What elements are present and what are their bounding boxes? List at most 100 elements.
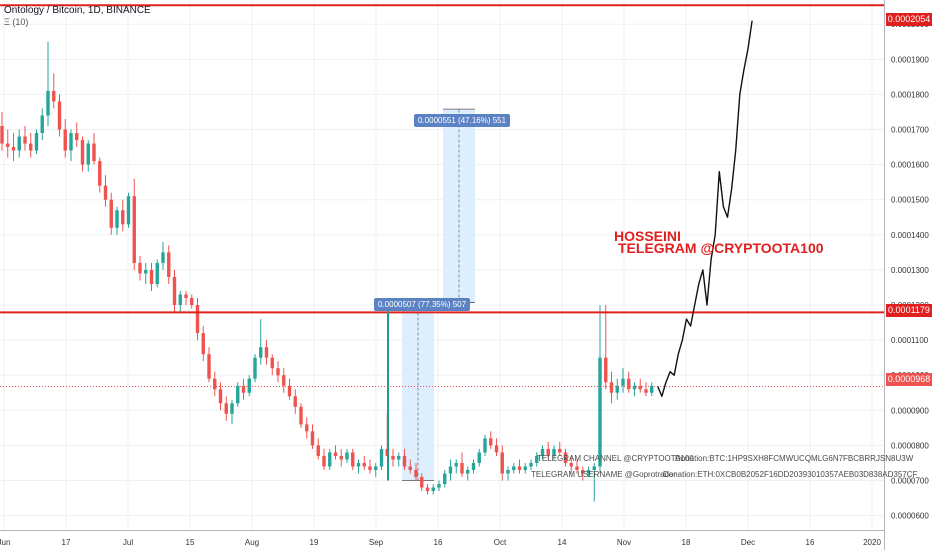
candle-body <box>529 462 533 467</box>
measure-label-1: 0.0000507 (77.35%) 507 <box>374 298 471 311</box>
candle-body <box>374 466 378 470</box>
projection-path <box>657 20 753 397</box>
candle-body <box>310 431 315 446</box>
candle-body <box>322 455 326 467</box>
x-tick-label: 19 <box>310 538 319 547</box>
x-tick-label: Sep <box>369 538 384 547</box>
candle-body <box>86 143 90 165</box>
indicator-label: Ξ (10) <box>4 17 29 27</box>
candle-body <box>23 136 27 144</box>
author-telegram: TELEGRAM @CRYPTOOTA100 <box>618 240 824 256</box>
candle-body <box>627 378 631 390</box>
candle-body <box>500 452 504 474</box>
y-tick-label: 0.0001100 <box>891 336 929 345</box>
telegram-channel-note: TELEGRAM CHANNEL @CRYPTOOTA100 <box>537 454 694 463</box>
telegram-username-note: TELEGRAM USERNAME @Goprotrader <box>531 470 677 479</box>
author-name: HOSSEINI <box>614 228 681 244</box>
candle-body <box>11 147 16 151</box>
y-tick-label: 0.0001800 <box>891 90 929 99</box>
y-tick-label: 0.0001700 <box>891 126 929 135</box>
y-tick-label: 0.0001600 <box>891 161 929 170</box>
y-tick-label: 0.0001900 <box>891 55 929 64</box>
candle-body <box>236 385 240 404</box>
candle-body <box>34 133 39 151</box>
candle-body <box>293 396 297 407</box>
x-tick-label: 16 <box>806 538 815 547</box>
x-tick-label: 18 <box>682 538 691 547</box>
candle-body <box>351 452 355 467</box>
candle-body <box>592 466 596 470</box>
candle-body <box>207 354 211 379</box>
candle-body <box>40 115 44 134</box>
candle-body <box>650 385 654 393</box>
candle-body <box>558 448 562 453</box>
candle-body <box>569 462 573 467</box>
candle-body <box>270 357 274 369</box>
candle-body <box>362 462 366 467</box>
x-tick-label: 2020 <box>863 538 881 547</box>
price-label-mid-level: 0.0001179 <box>886 304 932 317</box>
candle-body <box>609 382 614 393</box>
candle-body <box>420 477 424 488</box>
candle-body <box>448 466 453 474</box>
candle-body <box>632 385 637 390</box>
candle-body <box>615 385 619 393</box>
candle-body <box>57 101 62 130</box>
x-tick-label: 14 <box>558 538 567 547</box>
candle-body <box>408 466 412 470</box>
candle-body <box>126 196 131 225</box>
candle-body <box>241 385 246 393</box>
price-label-current: 0.0000968 <box>886 373 932 386</box>
candle-body <box>132 196 136 263</box>
candle-body <box>431 487 435 492</box>
candle-body <box>115 210 119 228</box>
candle-body <box>178 294 182 306</box>
candle-body <box>75 133 79 141</box>
candle-body <box>6 143 10 148</box>
y-tick-label: 0.0001300 <box>891 266 929 275</box>
candle-body <box>414 469 418 477</box>
candle-body <box>621 378 625 386</box>
candle-body <box>460 462 464 474</box>
candle-body <box>213 378 217 390</box>
candle-body <box>149 269 154 284</box>
measure-label-2: 0.0000551 (47.16%) 551 <box>414 114 511 127</box>
candle-body <box>437 484 441 488</box>
donation-btc-note: Donation:BTC:1HP9SXH8FCMWUCQMLG6N7FBCBRR… <box>675 454 914 463</box>
candle-body <box>259 347 263 358</box>
candle-body <box>98 161 102 186</box>
x-tick-label: 15 <box>186 538 195 547</box>
x-tick-label: 17 <box>62 538 71 547</box>
candle-body <box>339 455 343 460</box>
candle-body <box>195 305 200 334</box>
candle-body <box>103 185 108 200</box>
candle-body <box>230 403 234 414</box>
x-tick-label: Jun <box>0 538 10 547</box>
candle-body <box>190 297 194 306</box>
candle-body <box>477 452 481 463</box>
candle-body <box>489 438 493 446</box>
candle-body <box>121 210 125 225</box>
candle-body <box>425 487 430 492</box>
candle-body <box>264 347 269 358</box>
candle-body <box>276 368 280 376</box>
measure-box-1 <box>402 302 434 481</box>
candle-body <box>443 473 447 485</box>
candle-body <box>368 466 372 470</box>
candle-body <box>506 469 510 474</box>
candle-body <box>535 455 539 463</box>
donation-eth-note: Donation:ETH:0XCB0B2052F16DD20393010357A… <box>663 470 918 479</box>
y-tick-label: 0.0000700 <box>891 477 929 486</box>
candle-body <box>638 385 642 390</box>
candle-body <box>247 378 251 393</box>
candle-body <box>517 466 522 470</box>
candle-body <box>523 466 527 470</box>
candle-body <box>356 462 361 467</box>
chart-title: Ontology / Bitcoin, 1D, BINANCE <box>4 5 151 16</box>
candle-body <box>80 140 85 165</box>
y-tick-label: 0.0000600 <box>891 512 929 521</box>
candle-body <box>563 452 568 463</box>
candle-body <box>92 143 96 162</box>
